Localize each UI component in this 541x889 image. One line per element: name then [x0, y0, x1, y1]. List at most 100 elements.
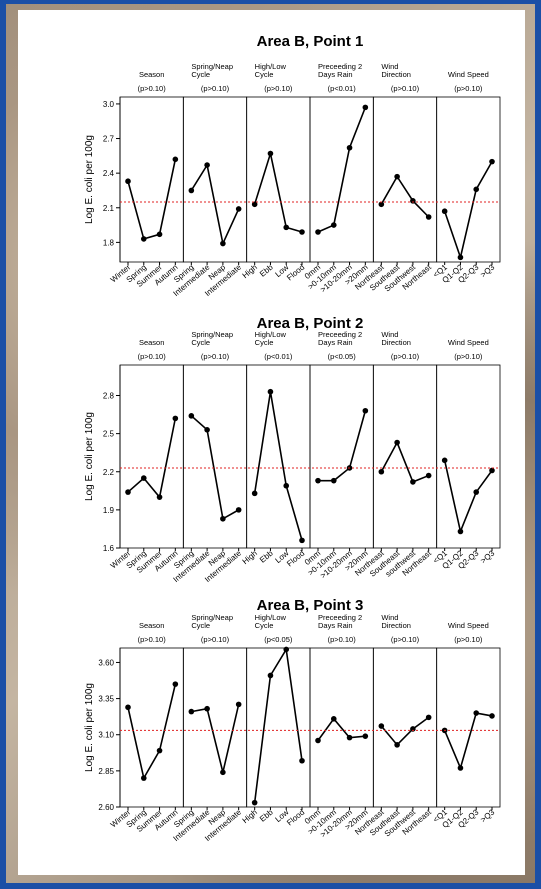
- y-tick-label: 2.4: [103, 169, 115, 178]
- panel-p-value: (p>0.10): [201, 84, 230, 93]
- chart-title: Area B, Point 1: [257, 33, 364, 50]
- y-tick-label: 2.85: [98, 767, 114, 776]
- point: [410, 198, 416, 204]
- point: [458, 765, 464, 771]
- point: [410, 726, 416, 732]
- y-axis-label: Log E. coli per 100g: [84, 412, 95, 501]
- point: [458, 529, 464, 535]
- y-tick-label: 3.60: [98, 658, 114, 667]
- point: [410, 479, 416, 485]
- point: [189, 188, 195, 194]
- panel-p-value: (p>0.10): [391, 352, 420, 361]
- panel-p-value: (p>0.10): [264, 84, 293, 93]
- point: [473, 489, 479, 495]
- y-tick-label: 2.60: [98, 803, 114, 812]
- panel-p-value: (p>0.10): [201, 635, 230, 644]
- point: [331, 478, 337, 484]
- panel-title: Direction: [381, 70, 411, 79]
- y-tick-label: 2.1: [103, 204, 115, 213]
- panel-title: Cycle: [191, 70, 210, 79]
- point: [331, 222, 337, 228]
- point: [268, 673, 274, 679]
- y-tick-label: 2.7: [103, 135, 115, 144]
- point: [236, 507, 242, 513]
- point: [489, 468, 495, 474]
- point: [363, 105, 369, 111]
- point: [157, 232, 163, 238]
- panel-p-value: (p>0.10): [454, 84, 483, 93]
- y-tick-label: 3.0: [103, 100, 115, 109]
- panel-p-value: (p>0.10): [138, 352, 167, 361]
- point: [394, 742, 400, 748]
- point: [220, 516, 226, 522]
- y-tick-label: 1.8: [103, 238, 115, 247]
- point: [394, 174, 400, 180]
- point: [489, 713, 495, 719]
- point: [252, 800, 258, 806]
- panel-p-value: (p>0.10): [138, 635, 167, 644]
- panel-p-value: (p>0.10): [391, 84, 420, 93]
- panel-title: Cycle: [191, 338, 210, 347]
- point: [125, 178, 131, 184]
- point: [489, 159, 495, 165]
- point: [283, 647, 289, 653]
- panel-p-value: (p<0.01): [264, 352, 293, 361]
- point: [252, 491, 258, 497]
- point: [125, 489, 131, 495]
- panel-title: Days Rain: [318, 621, 353, 630]
- point: [299, 538, 305, 544]
- point: [141, 475, 147, 481]
- panel-p-value: (p>0.10): [138, 84, 167, 93]
- panel-p-value: (p<0.05): [264, 635, 293, 644]
- point: [204, 427, 210, 433]
- point: [141, 236, 147, 242]
- point: [283, 483, 289, 489]
- point: [189, 413, 195, 419]
- point: [157, 748, 163, 754]
- point: [204, 162, 210, 168]
- chart-title: Area B, Point 3: [257, 597, 364, 614]
- point: [236, 702, 242, 708]
- point: [236, 206, 242, 212]
- point: [268, 389, 274, 395]
- panel-p-value: (p>0.10): [328, 635, 357, 644]
- point: [363, 733, 369, 739]
- point: [473, 710, 479, 716]
- point: [173, 157, 179, 163]
- panel-title: Direction: [381, 338, 411, 347]
- point: [189, 709, 195, 715]
- point: [220, 241, 226, 247]
- point: [347, 145, 353, 151]
- panel-title: Wind Speed: [448, 338, 489, 347]
- y-tick-label: 1.6: [103, 544, 115, 553]
- point: [442, 458, 448, 464]
- panel-p-value: (p>0.10): [454, 352, 483, 361]
- point: [347, 735, 353, 741]
- y-tick-label: 3.10: [98, 731, 114, 740]
- y-axis-label: Log E. coli per 100g: [84, 683, 95, 772]
- y-axis-label: Log E. coli per 100g: [84, 135, 95, 224]
- point: [394, 440, 400, 446]
- point: [220, 770, 226, 776]
- point: [173, 681, 179, 687]
- point: [268, 151, 274, 157]
- point: [141, 775, 147, 781]
- y-tick-label: 1.9: [103, 506, 115, 515]
- point: [442, 208, 448, 214]
- panel-title: Days Rain: [318, 70, 353, 79]
- y-tick-label: 2.2: [103, 468, 115, 477]
- panel-title: Cycle: [255, 338, 274, 347]
- panel-title: Direction: [381, 621, 411, 630]
- point: [315, 478, 321, 484]
- point: [315, 229, 321, 235]
- point: [426, 214, 432, 220]
- point: [426, 715, 432, 721]
- panel-p-value: (p<0.05): [328, 352, 357, 361]
- y-tick-label: 2.8: [103, 392, 115, 401]
- page: Area B, Point 1 Log E. coli per 100g 1.8 2.…: [0, 0, 541, 889]
- point: [299, 229, 305, 235]
- panel-title: Cycle: [255, 621, 274, 630]
- point: [204, 706, 210, 712]
- panel-p-value: (p>0.10): [201, 352, 230, 361]
- point: [315, 738, 321, 744]
